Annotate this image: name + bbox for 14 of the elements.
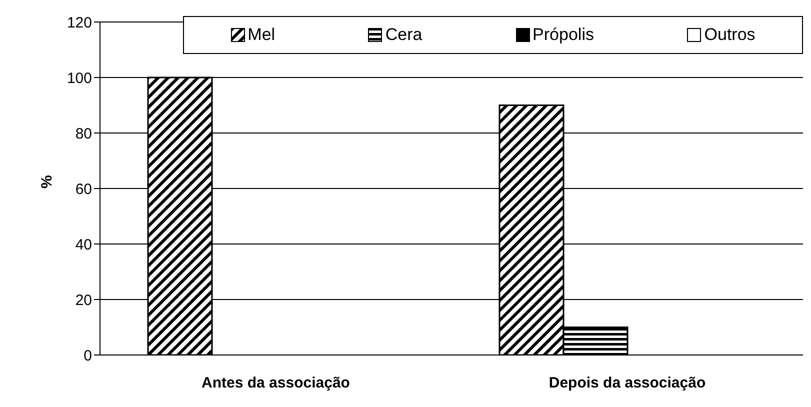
y-tick-label: 0 <box>84 347 92 364</box>
y-tick-label: 120 <box>66 14 92 32</box>
x-tick-label: Antes da associação <box>202 374 350 392</box>
legend-label: Mel <box>246 25 276 45</box>
legend-label: Cera <box>384 25 422 45</box>
y-tick-label: 20 <box>75 292 92 309</box>
y-tick-label: 80 <box>75 125 92 142</box>
legend-label: Outros <box>703 25 756 45</box>
y-axis-title: % <box>38 175 56 188</box>
legend-label: Própolis <box>532 25 594 45</box>
y-tick-label: 60 <box>75 180 92 198</box>
y-tick-label: 40 <box>75 236 92 254</box>
x-tick-label: Depois da associação <box>548 374 706 392</box>
y-tick-label: 100 <box>66 70 92 87</box>
